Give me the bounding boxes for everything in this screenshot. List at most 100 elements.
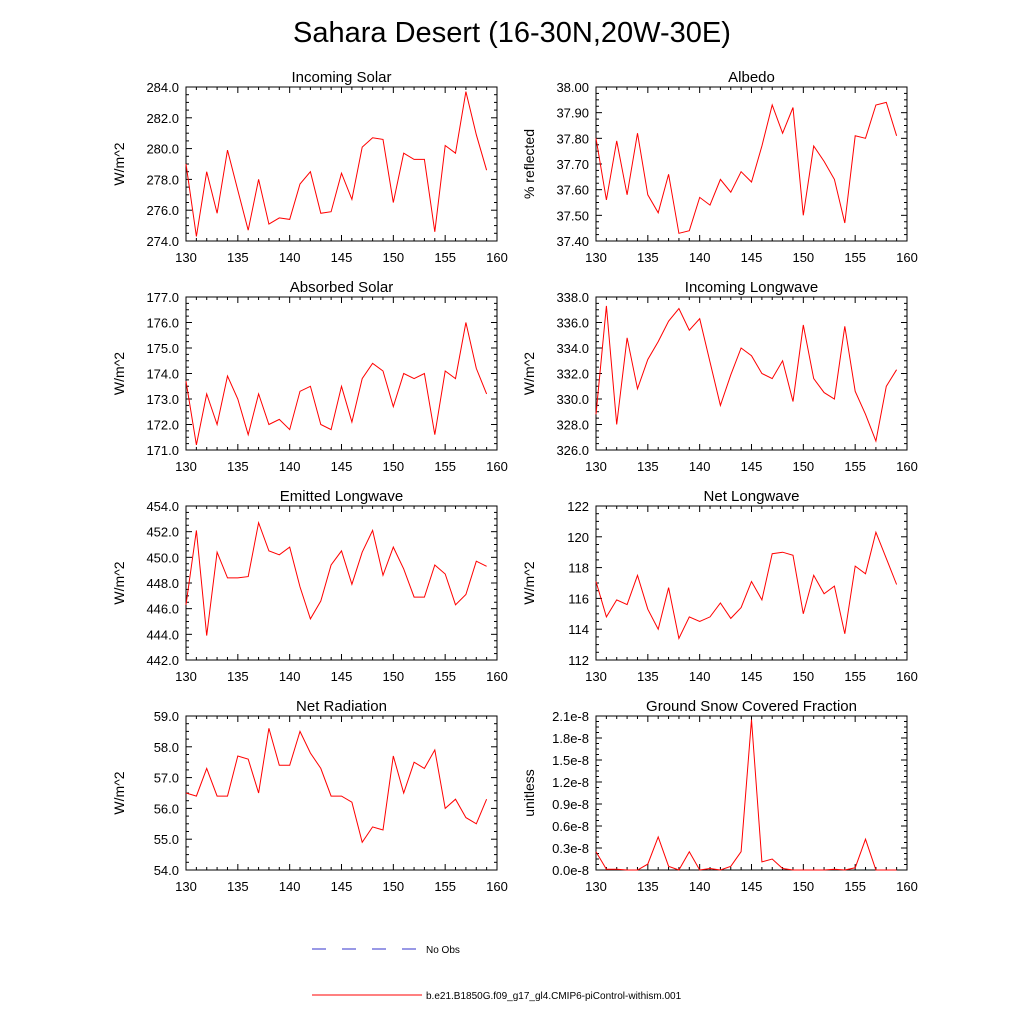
series-line: [185, 91, 488, 237]
y-axis-label: W/m^2: [111, 771, 127, 814]
plot-frame: [185, 86, 498, 242]
y-tick-label: 37.90: [556, 106, 589, 121]
series-line: [595, 101, 898, 234]
panel-title: Albedo: [728, 69, 775, 86]
panel-title: Emitted Longwave: [280, 488, 403, 505]
x-tick-label: 145: [741, 669, 763, 684]
x-tick-label: 160: [486, 250, 508, 265]
panel-incoming-longwave: Incoming Longwave W/m^2 130 135 140 145 150 155…: [521, 279, 918, 474]
y-tick-label: 328.0: [556, 418, 589, 433]
x-tick-label: 150: [792, 250, 814, 265]
y-tick-label: 37.70: [556, 157, 589, 172]
panel-title: Absorbed Solar: [290, 279, 393, 296]
x-tick-label: 130: [585, 669, 607, 684]
y-tick-label: 0.6e-8: [552, 819, 589, 834]
x-tick-label: 135: [637, 250, 659, 265]
x-tick-label: 145: [331, 669, 353, 684]
x-tick-label: 130: [585, 459, 607, 474]
y-tick-label: 173.0: [146, 392, 179, 407]
y-tick-label: 114: [568, 622, 589, 637]
panel-net-longwave: Net Longwave W/m^2 130 135 140 145 150 155 160 11…: [521, 488, 918, 684]
series-line: [185, 728, 488, 844]
x-tick-label: 150: [382, 669, 404, 684]
legend-no-obs-label: No Obs: [426, 945, 460, 956]
x-tick-label: 160: [486, 879, 508, 894]
x-tick-label: 145: [741, 250, 763, 265]
y-axis-label: % reflected: [521, 129, 537, 199]
panel-title: Incoming Longwave: [685, 279, 818, 296]
x-tick-label: 150: [792, 669, 814, 684]
x-tick-label: 155: [434, 879, 456, 894]
y-tick-label: 54.0: [154, 863, 179, 878]
plot-frame: [185, 505, 498, 661]
x-tick-label: 160: [486, 459, 508, 474]
x-tick-label: 135: [227, 669, 249, 684]
y-tick-label: 112: [568, 653, 589, 668]
series-line: [595, 530, 898, 640]
x-tick-label: 150: [792, 459, 814, 474]
panel-ground-snow-covered-fraction: Ground Snow Covered Fraction unitless 130 1…: [521, 698, 918, 894]
x-tick-label: 150: [382, 459, 404, 474]
plot-frame: [595, 505, 908, 661]
x-tick-label: 155: [844, 459, 866, 474]
series-line: [185, 520, 487, 636]
y-tick-label: 454.0: [146, 499, 179, 514]
y-tick-label: 37.50: [556, 208, 589, 223]
x-tick-label: 160: [896, 250, 918, 265]
y-tick-label: 58.0: [154, 740, 179, 755]
plot-frame: [185, 715, 498, 871]
x-tick-label: 130: [175, 669, 197, 684]
y-tick-label: 330.0: [556, 392, 589, 407]
x-tick-label: 140: [689, 250, 711, 265]
y-axis-label: W/m^2: [111, 561, 127, 604]
y-tick-label: 171.0: [146, 443, 179, 458]
x-tick-label: 155: [844, 669, 866, 684]
x-tick-label: 150: [792, 879, 814, 894]
panel-title: Net Longwave: [704, 488, 800, 505]
series-line: [185, 322, 488, 445]
y-tick-label: 336.0: [556, 316, 589, 331]
y-axis-label: W/m^2: [111, 352, 127, 395]
y-tick-label: 59.0: [154, 709, 179, 724]
y-tick-label: 334.0: [556, 341, 589, 356]
y-tick-label: 276.0: [146, 203, 179, 218]
y-tick-label: 448.0: [146, 576, 179, 591]
series-line: [595, 719, 897, 871]
panel-title: Net Radiation: [296, 698, 387, 715]
y-tick-label: 0.3e-8: [552, 841, 589, 856]
y-tick-label: 38.00: [556, 80, 589, 95]
x-tick-label: 155: [434, 250, 456, 265]
y-tick-label: 282.0: [146, 111, 179, 126]
x-tick-label: 135: [637, 669, 659, 684]
y-tick-label: 1.5e-8: [552, 753, 589, 768]
x-tick-label: 160: [486, 669, 508, 684]
x-tick-label: 160: [896, 879, 918, 894]
legend: No Obs b.e21.B1850G.f09_g17_gl4.CMIP6-pi…: [312, 945, 682, 1002]
plot-frame: [185, 296, 498, 451]
y-tick-label: 442.0: [146, 653, 179, 668]
figure-title: Sahara Desert (16-30N,20W-30E): [293, 17, 731, 49]
y-tick-label: 326.0: [556, 443, 589, 458]
x-tick-label: 145: [741, 459, 763, 474]
x-tick-label: 140: [689, 879, 711, 894]
x-tick-label: 140: [689, 669, 711, 684]
panel-emitted-longwave: Emitted Longwave W/m^2 130 135 140 145 150 155 1…: [111, 488, 508, 684]
y-tick-label: 1.2e-8: [552, 775, 589, 790]
y-tick-label: 37.40: [556, 234, 589, 249]
panel-title: Ground Snow Covered Fraction: [646, 698, 857, 715]
x-tick-label: 145: [331, 459, 353, 474]
y-tick-label: 284.0: [146, 80, 179, 95]
y-tick-label: 444.0: [146, 627, 179, 642]
y-tick-label: 338.0: [556, 290, 589, 305]
x-tick-label: 155: [844, 250, 866, 265]
panel-grid: Incoming Solar W/m^2 130 135 140 145 150 155 160…: [111, 69, 918, 894]
x-tick-label: 155: [844, 879, 866, 894]
x-tick-label: 135: [227, 250, 249, 265]
y-tick-label: 0.9e-8: [552, 797, 589, 812]
y-tick-label: 1.8e-8: [552, 731, 589, 746]
panel-absorbed-solar: Absorbed Solar W/m^2 130 135 140 145 150 155 160…: [111, 279, 508, 474]
x-tick-label: 140: [279, 669, 301, 684]
x-tick-label: 155: [434, 669, 456, 684]
panel-title: Incoming Solar: [291, 69, 391, 86]
